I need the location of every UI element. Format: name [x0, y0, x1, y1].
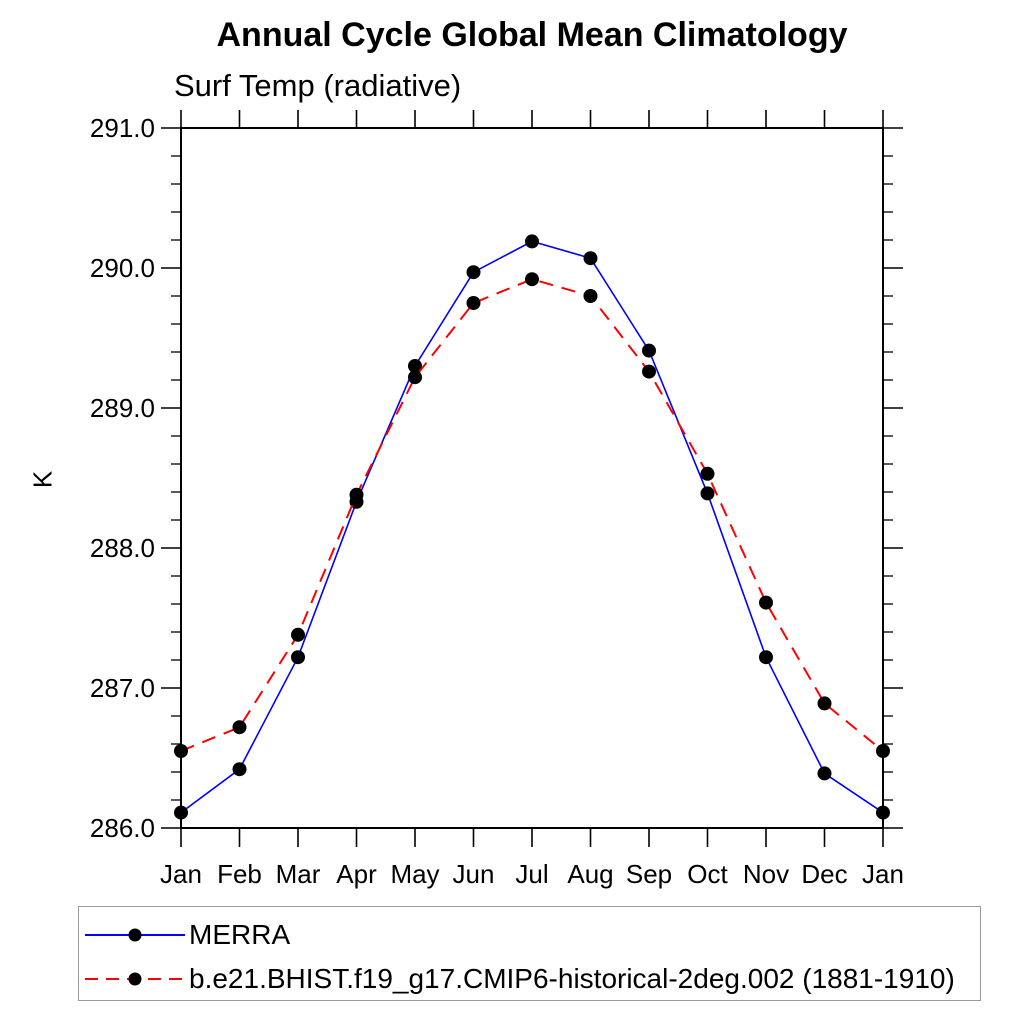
- data-point-marker: [759, 595, 773, 610]
- y-axis-tick-label: 288.0: [90, 533, 155, 563]
- data-point-marker: [174, 744, 188, 758]
- data-point-marker: [232, 762, 247, 777]
- legend: MERRA b.e21.BHIST.f19_g17.CMIP6-historic…: [78, 906, 981, 1001]
- legend-line-sample-dashed: [85, 972, 185, 986]
- data-point-marker: [349, 487, 364, 502]
- y-axis-tick-label: 287.0: [90, 673, 155, 703]
- data-point-marker: [642, 343, 656, 358]
- data-point-marker: [583, 289, 598, 303]
- x-axis-tick-label: Jul: [515, 859, 548, 889]
- x-axis-tick-label: Sep: [626, 859, 672, 889]
- data-point-marker: [817, 696, 832, 711]
- series-line-merra: [180, 240, 884, 814]
- legend-label-model: b.e21.BHIST.f19_g17.CMIP6-historical-2de…: [189, 963, 955, 994]
- data-point-marker: [700, 486, 715, 501]
- data-point-marker: [291, 627, 305, 642]
- x-axis-tick-label: Jan: [160, 859, 202, 889]
- data-point-marker: [525, 234, 539, 249]
- legend-item-merra: MERRA: [79, 913, 980, 957]
- data-point-marker: [408, 370, 422, 385]
- data-point-marker: [583, 251, 598, 266]
- y-axis-tick-label: 291.0: [90, 113, 155, 143]
- chart-subtitle: Surf Temp (radiative): [174, 68, 462, 103]
- legend-item-model: b.e21.BHIST.f19_g17.CMIP6-historical-2de…: [79, 957, 980, 1001]
- data-point-marker: [817, 766, 832, 781]
- data-point-marker: [408, 359, 422, 373]
- data-point-marker: [232, 720, 247, 735]
- x-axis-tick-label: Jan: [862, 859, 904, 889]
- x-axis-tick-label: Jun: [453, 859, 495, 889]
- chart-title: Annual Cycle Global Mean Climatology: [216, 16, 848, 54]
- data-point-marker: [174, 805, 188, 820]
- y-axis-tick-label: 290.0: [90, 253, 155, 283]
- y-axis-tick-label: 289.0: [90, 393, 155, 423]
- y-axis-tick-label: 286.0: [90, 813, 155, 843]
- x-axis-tick-label: Nov: [743, 859, 789, 889]
- data-point-marker: [466, 296, 481, 310]
- plot-frame: [180, 127, 884, 829]
- data-point-marker: [466, 265, 481, 280]
- x-axis-tick-label: Feb: [217, 859, 262, 889]
- legend-label-merra: MERRA: [189, 919, 291, 950]
- legend-marker-dot-icon: [128, 928, 142, 942]
- data-point-marker: [759, 650, 773, 665]
- x-axis-tick-label: Aug: [567, 859, 613, 889]
- x-axis-tick-label: Mar: [276, 859, 321, 889]
- x-axis-tick-label: May: [390, 859, 439, 889]
- data-point-marker: [700, 466, 715, 481]
- legend-marker-dot-icon: [128, 972, 142, 986]
- data-point-marker: [642, 364, 656, 379]
- legend-line-sample-solid: [85, 928, 185, 942]
- x-axis-tick-label: Oct: [687, 859, 728, 889]
- x-axis-tick-label: Apr: [336, 859, 377, 889]
- x-axis-tick-label: Dec: [801, 859, 847, 889]
- data-point-marker: [525, 272, 539, 287]
- data-point-marker: [876, 805, 890, 820]
- data-point-marker: [291, 650, 305, 665]
- data-point-marker: [876, 744, 890, 758]
